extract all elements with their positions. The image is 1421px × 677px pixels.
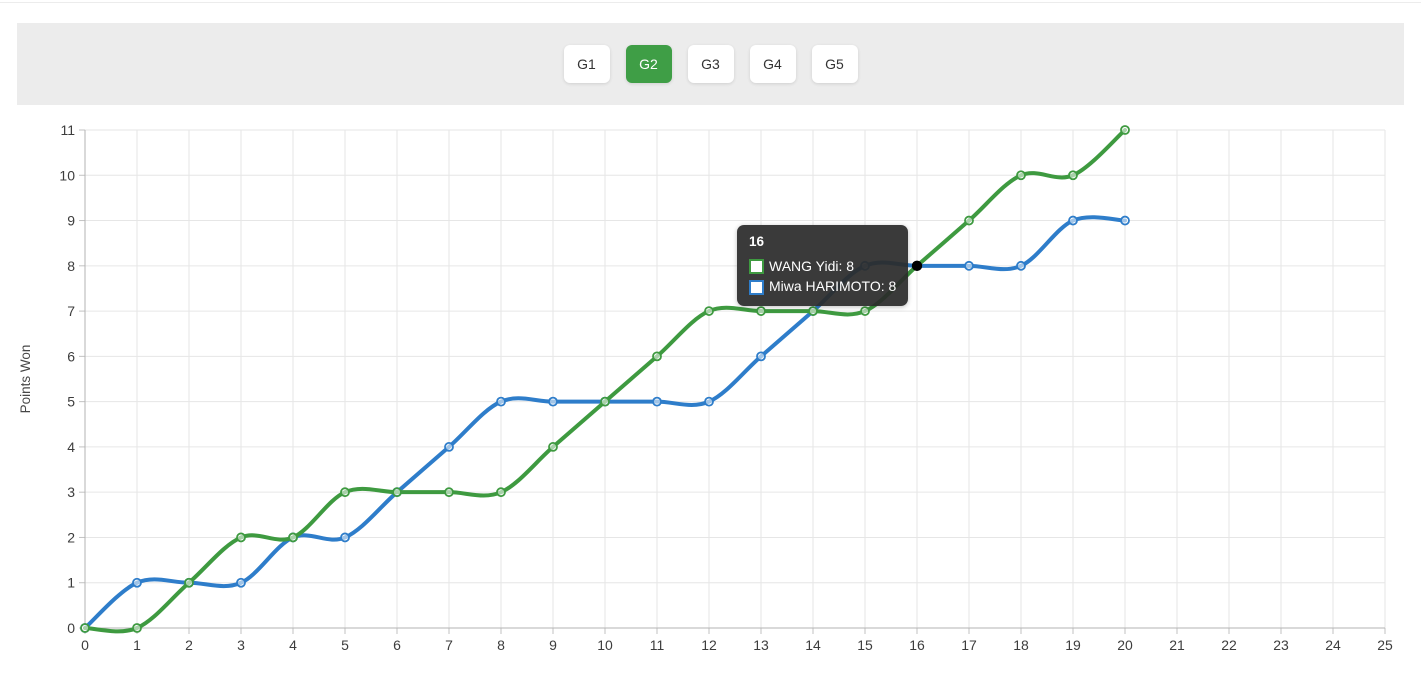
data-point-miwa-harimoto[interactable] [496,396,506,407]
y-tick-label: 11 [60,122,75,138]
data-point-miwa-harimoto[interactable] [756,351,766,362]
x-tick-label: 11 [650,637,665,653]
data-point-wang-yidi[interactable] [1016,170,1026,181]
data-point-miwa-harimoto[interactable] [1120,215,1130,226]
x-tick-label: 22 [1221,637,1237,653]
x-tick-label: 9 [549,637,557,653]
y-tick-label: 10 [59,167,75,183]
y-tick-label: 0 [67,620,75,636]
data-point-wang-yidi[interactable] [236,532,246,543]
data-point-miwa-harimoto[interactable] [964,260,974,271]
tick-labels: 0 1 2 3 4 5 6 7 8 9 10 11 12 13 14 15 16 17 18 19 20 21 22 23 24… [59,122,1393,653]
tab-g5[interactable]: G5 [811,45,858,83]
data-point-wang-yidi[interactable] [756,306,766,316]
y-tick-label: 7 [67,303,75,319]
data-point-wang-yidi[interactable] [132,623,142,633]
x-tick-label: 10 [597,637,613,653]
x-tick-label: 7 [445,637,453,653]
y-tick-label: 4 [67,439,75,455]
tab-g4[interactable]: G4 [749,45,796,83]
x-tick-label: 21 [1169,637,1185,653]
data-point-wang-yidi[interactable] [548,442,558,452]
x-tick-label: 4 [289,637,297,653]
data-point-wang-yidi[interactable] [652,351,662,362]
data-point-miwa-harimoto[interactable] [704,396,714,407]
data-point-wang-yidi[interactable] [444,487,454,498]
data-point-miwa-harimoto[interactable] [444,442,454,452]
data-point-wang-yidi[interactable] [600,396,610,407]
x-tick-label: 19 [1065,637,1081,653]
chart-svg[interactable]: 0 1 2 3 4 5 6 7 8 9 10 11 12 13 14 15 16 17 18 19 20 21 22 23 24… [0,105,1421,672]
x-tick-label: 23 [1273,637,1289,653]
data-point-wang-yidi[interactable] [184,577,194,588]
x-tick-label: 13 [753,637,769,653]
data-point-miwa-harimoto[interactable] [1068,215,1078,226]
data-point-miwa-harimoto[interactable] [340,532,350,543]
x-tick-label: 25 [1377,637,1393,653]
x-tick-label: 3 [237,637,245,653]
gridlines [79,129,1386,634]
x-tick-label: 12 [701,637,717,653]
x-tick-label: 15 [857,637,873,653]
top-divider [0,2,1421,3]
data-point-wang-yidi[interactable] [80,623,90,633]
data-point-wang-yidi[interactable] [704,306,714,316]
hover-point [911,260,923,272]
y-tick-label: 8 [67,258,75,274]
data-point-wang-yidi[interactable] [860,306,870,316]
tab-g2[interactable]: G2 [625,45,672,83]
x-tick-label: 17 [961,637,977,653]
y-tick-label: 1 [67,575,75,591]
y-tick-label: 5 [67,394,75,410]
data-point-wang-yidi[interactable] [1068,170,1078,181]
series-wang-yidi [80,125,1130,634]
y-tick-label: 2 [67,529,75,545]
x-tick-label: 1 [133,637,141,653]
x-tick-label: 16 [909,637,925,653]
data-point-miwa-harimoto[interactable] [860,260,870,271]
points-won-chart[interactable]: 0 1 2 3 4 5 6 7 8 9 10 11 12 13 14 15 16 17 18 19 20 21 22 23 24… [0,105,1421,672]
x-tick-label: 20 [1117,637,1133,653]
x-tick-label: 0 [81,637,89,653]
data-point-miwa-harimoto[interactable] [132,577,142,588]
x-tick-label: 18 [1013,637,1029,653]
data-point-wang-yidi[interactable] [1120,125,1130,135]
x-tick-label: 6 [393,637,401,653]
x-tick-label: 14 [805,637,821,653]
data-point-miwa-harimoto[interactable] [652,396,662,407]
tab-g1[interactable]: G1 [563,45,610,83]
data-point-miwa-harimoto[interactable] [1016,260,1026,271]
x-tick-label: 2 [185,637,193,653]
axes [84,130,1385,629]
x-tick-label: 8 [497,637,505,653]
data-point-wang-yidi[interactable] [808,306,818,316]
y-tick-label: 9 [67,213,75,229]
game-tab-bar: G1 G2 G3 G4 G5 [17,23,1404,105]
data-point-wang-yidi[interactable] [964,215,974,226]
data-point-miwa-harimoto[interactable] [548,396,558,407]
data-point-miwa-harimoto[interactable] [236,577,246,588]
data-point-wang-yidi[interactable] [496,487,506,498]
x-tick-label: 5 [341,637,349,653]
data-point-wang-yidi[interactable] [392,487,402,498]
y-tick-label: 3 [67,484,75,500]
data-point-wang-yidi[interactable] [288,532,298,543]
tab-g3[interactable]: G3 [687,45,734,83]
y-axis-title: Points Won [18,345,33,414]
data-point-wang-yidi[interactable] [340,487,350,498]
x-tick-label: 24 [1325,637,1341,653]
y-tick-label: 6 [67,348,75,364]
